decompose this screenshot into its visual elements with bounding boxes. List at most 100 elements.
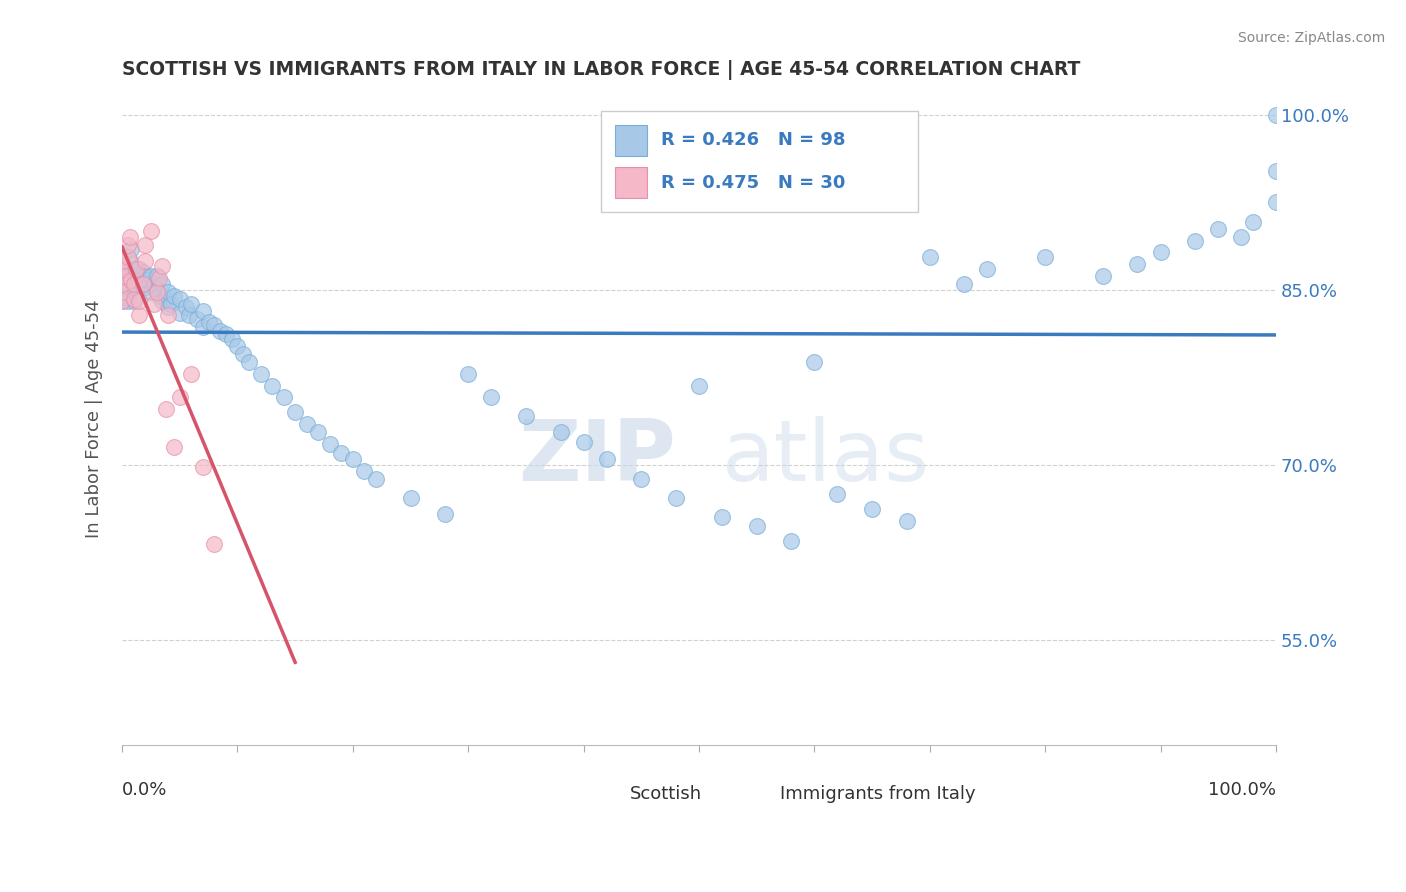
Point bbox=[125, 261, 148, 276]
Point bbox=[226, 339, 249, 353]
Point bbox=[953, 277, 976, 291]
Point bbox=[120, 230, 142, 244]
Point bbox=[515, 409, 537, 423]
Point bbox=[202, 537, 225, 551]
Point bbox=[125, 273, 148, 287]
Point bbox=[128, 277, 150, 291]
Point bbox=[221, 332, 243, 346]
Point bbox=[122, 280, 145, 294]
Point bbox=[1126, 257, 1149, 271]
Point bbox=[342, 452, 364, 467]
Point bbox=[139, 285, 162, 299]
Point bbox=[860, 502, 883, 516]
Point bbox=[1241, 215, 1264, 229]
Point bbox=[134, 268, 156, 283]
Point bbox=[191, 320, 214, 334]
Point bbox=[122, 294, 145, 309]
Text: ZIP: ZIP bbox=[519, 416, 676, 499]
Point bbox=[125, 261, 148, 276]
Bar bbox=[588, 780, 624, 808]
Point bbox=[111, 260, 134, 274]
Point bbox=[111, 288, 134, 302]
Point bbox=[550, 425, 572, 440]
Point bbox=[163, 288, 186, 302]
Point bbox=[191, 303, 214, 318]
Point bbox=[134, 238, 156, 252]
Point bbox=[145, 268, 167, 283]
Point bbox=[284, 405, 307, 419]
Point bbox=[1149, 245, 1171, 260]
Point bbox=[143, 297, 166, 311]
Point bbox=[117, 294, 139, 309]
Point bbox=[122, 292, 145, 306]
Point bbox=[711, 510, 734, 524]
Point bbox=[180, 367, 202, 381]
Point bbox=[152, 277, 174, 291]
Point bbox=[159, 297, 181, 311]
Point bbox=[1265, 163, 1288, 178]
Point bbox=[152, 260, 174, 274]
Point bbox=[128, 261, 150, 276]
Point bbox=[120, 273, 142, 287]
Point bbox=[1091, 268, 1114, 283]
Point bbox=[688, 378, 710, 392]
Point bbox=[202, 318, 225, 332]
Point bbox=[745, 518, 768, 533]
Point bbox=[128, 309, 150, 323]
Point bbox=[169, 306, 191, 320]
Point bbox=[139, 224, 162, 238]
Point bbox=[111, 268, 134, 283]
Point bbox=[111, 294, 134, 309]
Point bbox=[120, 268, 142, 283]
Point bbox=[1206, 222, 1229, 236]
Point bbox=[122, 277, 145, 291]
Point bbox=[120, 253, 142, 268]
Text: atlas: atlas bbox=[723, 416, 931, 499]
Point bbox=[191, 460, 214, 475]
Point bbox=[827, 487, 849, 501]
Point bbox=[353, 464, 375, 478]
Bar bbox=[614, 125, 647, 156]
Point bbox=[132, 277, 155, 291]
Point bbox=[1265, 195, 1288, 210]
Point bbox=[134, 253, 156, 268]
Point bbox=[148, 288, 170, 302]
Point bbox=[197, 315, 219, 329]
Point bbox=[155, 292, 177, 306]
Point bbox=[177, 309, 200, 323]
Y-axis label: In Labor Force | Age 45-54: In Labor Force | Age 45-54 bbox=[86, 299, 103, 538]
Point bbox=[434, 507, 457, 521]
Point bbox=[148, 271, 170, 285]
Point bbox=[117, 250, 139, 264]
Point bbox=[111, 271, 134, 285]
Text: 100.0%: 100.0% bbox=[1208, 781, 1277, 799]
Point bbox=[665, 491, 688, 505]
Text: Source: ZipAtlas.com: Source: ZipAtlas.com bbox=[1237, 31, 1385, 45]
Point bbox=[111, 277, 134, 291]
Point bbox=[132, 277, 155, 291]
Point bbox=[209, 324, 232, 338]
Point bbox=[1033, 250, 1056, 264]
Point bbox=[128, 294, 150, 309]
Point bbox=[143, 277, 166, 291]
Point bbox=[157, 285, 180, 299]
Point bbox=[803, 355, 825, 369]
FancyBboxPatch shape bbox=[600, 111, 918, 212]
Point bbox=[319, 437, 342, 451]
Point bbox=[132, 265, 155, 279]
Point bbox=[572, 434, 595, 449]
Text: Immigrants from Italy: Immigrants from Italy bbox=[780, 785, 976, 803]
Point bbox=[976, 261, 998, 276]
Point bbox=[238, 355, 260, 369]
Point bbox=[122, 268, 145, 283]
Point bbox=[152, 294, 174, 309]
Point bbox=[249, 367, 271, 381]
Point bbox=[169, 390, 191, 404]
Point bbox=[780, 533, 803, 548]
Point bbox=[139, 268, 162, 283]
Point bbox=[145, 283, 167, 297]
Point bbox=[295, 417, 318, 431]
Point bbox=[111, 285, 134, 299]
Point bbox=[111, 283, 134, 297]
Point bbox=[232, 347, 254, 361]
